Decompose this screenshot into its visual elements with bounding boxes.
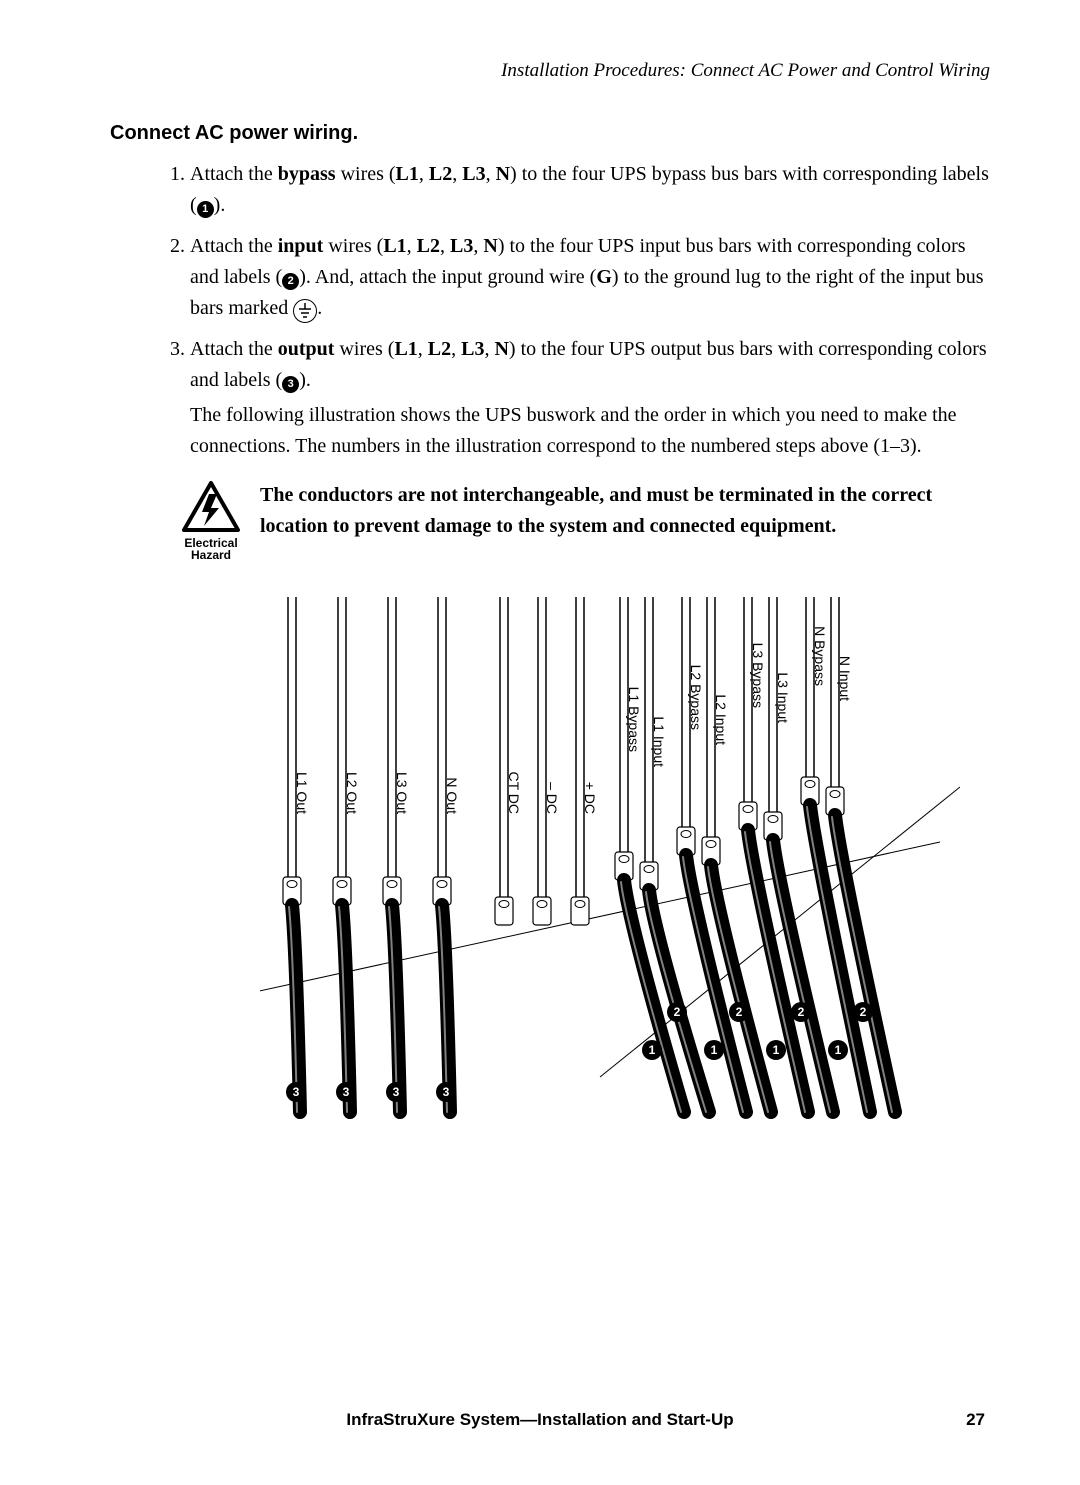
text-bold: N xyxy=(483,235,497,257)
page-footer: InfraStruXure System—Installation and St… xyxy=(0,1410,1080,1430)
ground-icon xyxy=(293,299,317,323)
svg-text:2: 2 xyxy=(736,1005,743,1019)
svg-text:CT DC: CT DC xyxy=(506,771,522,814)
text-bold: L3 xyxy=(461,338,484,360)
svg-text:3: 3 xyxy=(393,1085,400,1099)
text: , xyxy=(451,338,461,360)
list-item: Attach the input wires (L1, L2, L3, N) t… xyxy=(190,231,990,324)
svg-text:N Bypass: N Bypass xyxy=(812,626,828,686)
svg-text:3: 3 xyxy=(343,1085,350,1099)
text-bold: L2 xyxy=(417,235,440,257)
text: ). xyxy=(214,194,226,216)
svg-text:– DC: – DC xyxy=(544,782,560,814)
text: wires ( xyxy=(323,235,383,257)
text: ). xyxy=(299,369,311,391)
text: . xyxy=(317,297,322,319)
svg-text:L1 Bypass: L1 Bypass xyxy=(626,686,642,751)
text-bold: bypass xyxy=(278,163,336,185)
svg-text:2: 2 xyxy=(860,1005,867,1019)
svg-text:L1 Input: L1 Input xyxy=(651,716,667,767)
text-bold: L3 xyxy=(462,163,485,185)
circled-number-icon: 3 xyxy=(282,376,299,393)
page-number: 27 xyxy=(966,1410,985,1430)
instruction-list: Attach the bypass wires (L1, L2, L3, N) … xyxy=(190,159,990,462)
text-bold: L2 xyxy=(428,338,451,360)
svg-text:3: 3 xyxy=(293,1085,300,1099)
svg-text:N Input: N Input xyxy=(837,656,853,701)
svg-text:3: 3 xyxy=(443,1085,450,1099)
text: Attach the xyxy=(190,235,278,257)
circled-number-icon: 2 xyxy=(282,273,299,290)
svg-text:1: 1 xyxy=(711,1043,718,1057)
text: Attach the xyxy=(190,163,278,185)
svg-text:L2 Bypass: L2 Bypass xyxy=(688,664,704,729)
list-item: Attach the output wires (L1, L2, L3, N) … xyxy=(190,334,990,462)
svg-text:+ DC: + DC xyxy=(582,781,598,813)
running-header: Installation Procedures: Connect AC Powe… xyxy=(110,60,990,82)
svg-text:1: 1 xyxy=(835,1043,842,1057)
text: , xyxy=(407,235,417,257)
text: , xyxy=(486,163,496,185)
text: , xyxy=(440,235,450,257)
text-bold: L1 xyxy=(394,338,417,360)
svg-text:L1 Out: L1 Out xyxy=(294,772,310,814)
warning-text: The conductors are not interchangeable, … xyxy=(260,480,990,542)
text: , xyxy=(473,235,483,257)
text: wires ( xyxy=(336,163,396,185)
footer-title: InfraStruXure System—Installation and St… xyxy=(346,1410,733,1430)
text-bold: L1 xyxy=(396,163,419,185)
text-bold: input xyxy=(278,235,324,257)
text-bold: G xyxy=(596,266,612,288)
text-bold: L1 xyxy=(383,235,406,257)
text: , xyxy=(418,338,428,360)
text: , xyxy=(452,163,462,185)
svg-text:1: 1 xyxy=(773,1043,780,1057)
svg-text:N Out: N Out xyxy=(444,777,460,814)
warning-block: Electrical Hazard The conductors are not… xyxy=(180,480,990,562)
hazard-label: Hazard xyxy=(180,549,242,562)
text: , xyxy=(484,338,494,360)
svg-text:L2 Out: L2 Out xyxy=(344,772,360,814)
circled-number-icon: 1 xyxy=(197,201,214,218)
text: wires ( xyxy=(334,338,394,360)
electrical-hazard-icon: Electrical Hazard xyxy=(180,480,242,562)
svg-text:2: 2 xyxy=(674,1005,681,1019)
text: The following illustration shows the UPS… xyxy=(190,400,990,462)
svg-text:L3 Bypass: L3 Bypass xyxy=(750,642,766,707)
text-bold: L3 xyxy=(450,235,473,257)
svg-text:L2 Input: L2 Input xyxy=(713,694,729,745)
text-bold: output xyxy=(278,338,335,360)
text-bold: L2 xyxy=(429,163,452,185)
svg-text:2: 2 xyxy=(798,1005,805,1019)
section-title: Connect AC power wiring. xyxy=(110,122,990,145)
svg-text:1: 1 xyxy=(649,1043,656,1057)
svg-text:L3 Out: L3 Out xyxy=(394,772,410,814)
text: Attach the xyxy=(190,338,278,360)
text-bold: N xyxy=(494,338,508,360)
list-item: Attach the bypass wires (L1, L2, L3, N) … xyxy=(190,159,990,221)
svg-text:L3 Input: L3 Input xyxy=(775,672,791,723)
text: , xyxy=(419,163,429,185)
text: ). And, attach the input ground wire ( xyxy=(299,266,596,288)
text-bold: N xyxy=(496,163,510,185)
buswork-diagram: L1 Out 3 L2 Out 3 L3 Out 3 N Out 3 CT DC – DC + DC… xyxy=(260,592,960,1172)
